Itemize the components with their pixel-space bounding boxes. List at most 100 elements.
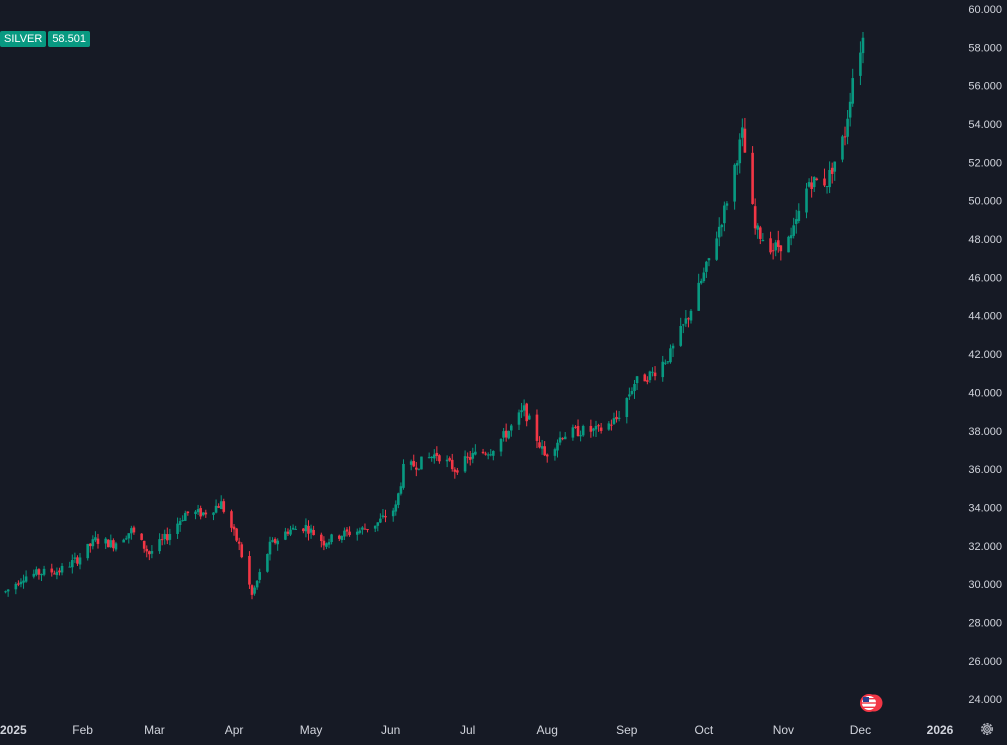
candle-body <box>145 548 149 552</box>
candle-body <box>86 543 90 559</box>
candle-body <box>489 454 493 456</box>
y-tick-label: 36.000 <box>968 464 1002 476</box>
candle-body <box>266 554 269 572</box>
candle-body <box>427 457 431 459</box>
y-tick-label: 58.000 <box>968 42 1002 54</box>
candle-body <box>4 591 7 593</box>
candle-body <box>176 523 179 534</box>
candle-body <box>96 538 100 544</box>
candle-body <box>255 580 259 588</box>
candle-body <box>366 529 369 531</box>
candle-body <box>312 529 315 536</box>
candle-body <box>648 371 652 381</box>
candle-body <box>463 456 467 472</box>
candle-body <box>756 225 760 230</box>
candle-body <box>150 551 154 554</box>
x-tick-label: Jul <box>460 723 475 737</box>
candle-body <box>399 486 403 494</box>
candle-body <box>201 512 205 516</box>
candle-body <box>759 227 762 239</box>
candle-body <box>592 428 595 431</box>
candle-body <box>771 250 775 252</box>
candle-body <box>807 182 811 187</box>
candle-body <box>165 534 169 541</box>
candle-body <box>337 535 341 539</box>
candle-body <box>106 539 110 548</box>
candle-body <box>859 52 862 76</box>
x-tick-label: 2026 <box>927 723 954 737</box>
candle-body <box>684 318 688 324</box>
y-tick-label: 60.000 <box>968 4 1002 16</box>
candle-body <box>450 459 454 470</box>
candle-body <box>415 467 418 470</box>
candle-body <box>232 526 236 530</box>
candle-body <box>481 451 485 454</box>
y-tick-label: 30.000 <box>968 579 1002 591</box>
candle-body <box>805 188 808 213</box>
candle-body <box>492 450 495 456</box>
candle-body <box>666 361 670 363</box>
candle-body <box>794 219 798 224</box>
candle-body <box>705 261 708 272</box>
us-flag-icon[interactable] <box>859 693 883 713</box>
candle-body <box>499 438 503 452</box>
gear-icon[interactable] <box>978 720 996 738</box>
candle-body <box>841 136 844 160</box>
candle-body <box>484 453 487 455</box>
candle-body <box>186 511 190 514</box>
candle-body <box>540 446 544 449</box>
candle-body <box>725 203 729 206</box>
candle-body <box>24 576 28 582</box>
candle-body <box>574 426 577 428</box>
candle-body <box>846 118 849 137</box>
y-tick-label: 42.000 <box>968 349 1002 361</box>
candle-body <box>53 573 56 575</box>
candle-body <box>653 372 657 377</box>
candle-body <box>132 527 136 533</box>
y-tick-label: 28.000 <box>968 617 1002 629</box>
candle-body <box>576 425 580 437</box>
candle-body <box>445 459 449 462</box>
candle-body <box>114 543 118 550</box>
candle-body <box>109 540 113 548</box>
candle-body <box>55 571 59 576</box>
candle-body <box>330 534 333 543</box>
candle-body <box>681 324 685 326</box>
candle-body <box>651 371 654 373</box>
candle-body <box>792 225 795 236</box>
candle-body <box>112 540 115 549</box>
candle-body <box>687 318 690 320</box>
last-price-value: 58.501 <box>48 31 90 47</box>
candle-body <box>240 544 244 558</box>
candle-body <box>502 431 505 438</box>
candle-body <box>699 280 703 284</box>
candle-body <box>358 530 362 533</box>
candle-body <box>307 525 310 534</box>
candle-body <box>142 540 146 549</box>
candle-body <box>815 178 819 181</box>
candle-body <box>273 538 277 543</box>
candle-body <box>435 452 439 456</box>
candle-body <box>355 531 359 535</box>
y-tick-label: 50.000 <box>968 196 1002 208</box>
candle-body <box>669 348 672 363</box>
candle-body <box>720 224 724 228</box>
candle-body <box>199 508 202 517</box>
candle-body <box>6 589 10 592</box>
x-tick-label: Feb <box>72 723 93 737</box>
candle-body <box>671 345 675 349</box>
candle-body <box>248 555 251 585</box>
candle-body <box>284 531 287 540</box>
candle-body <box>160 539 164 541</box>
candle-body <box>222 501 226 512</box>
y-tick-label: 56.000 <box>968 81 1002 93</box>
candle-body <box>646 380 649 382</box>
candle-body <box>309 528 313 533</box>
candle-body <box>471 452 475 459</box>
y-tick-label: 40.000 <box>968 387 1002 399</box>
candle-body <box>130 528 133 534</box>
candle-body <box>250 585 254 595</box>
candle-body <box>409 461 413 465</box>
